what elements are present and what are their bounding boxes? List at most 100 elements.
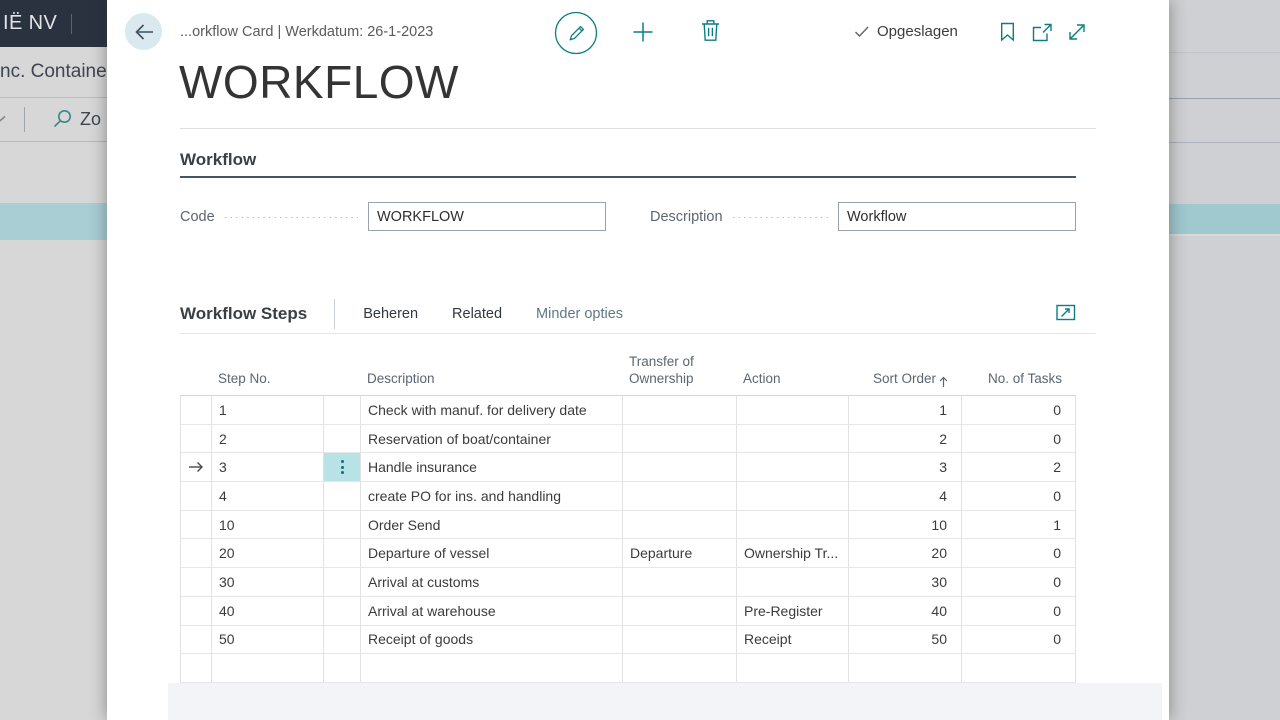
cell-sort-order[interactable]: 1 (849, 396, 962, 425)
row-menu-cell[interactable] (324, 596, 361, 626)
cell-description[interactable]: Arrival at customs (361, 568, 623, 597)
cell-sort-order[interactable]: 2 (849, 424, 962, 454)
row-selector-cell[interactable] (180, 625, 212, 655)
cell-description[interactable]: Receipt of goods (361, 625, 623, 655)
row-menu-cell[interactable] (324, 396, 361, 425)
cell-step-no[interactable]: 4 (212, 482, 324, 511)
edit-button[interactable] (554, 11, 598, 55)
cell-action[interactable]: Pre-Register (737, 596, 849, 626)
row-menu-cell[interactable] (324, 539, 361, 569)
empty-cell[interactable] (324, 654, 361, 683)
cell-step-no[interactable]: 30 (212, 568, 324, 597)
cell-action[interactable] (737, 453, 849, 483)
row-selector-cell[interactable] (180, 568, 212, 597)
cell-transfer[interactable] (623, 510, 737, 540)
row-menu-cell[interactable] (324, 424, 361, 454)
column-header-description[interactable]: Description (361, 350, 623, 396)
cell-sort-order[interactable]: 10 (849, 510, 962, 540)
cell-tasks[interactable]: 0 (962, 396, 1076, 425)
cell-description[interactable]: Handle insurance (361, 453, 623, 483)
cell-action[interactable] (737, 396, 849, 425)
cell-description[interactable]: create PO for ins. and handling (361, 482, 623, 511)
cell-sort-order[interactable]: 20 (849, 539, 962, 569)
row-selector-cell[interactable] (180, 482, 212, 511)
cell-description[interactable]: Order Send (361, 510, 623, 540)
row-menu-cell[interactable] (324, 568, 361, 597)
cell-tasks[interactable]: 0 (962, 596, 1076, 626)
cell-description[interactable]: Reservation of boat/container (361, 424, 623, 454)
cell-action[interactable]: Receipt (737, 625, 849, 655)
background-highlight-band (1169, 204, 1280, 234)
cell-transfer[interactable] (623, 625, 737, 655)
cell-step-no[interactable]: 40 (212, 596, 324, 626)
cell-step-no[interactable]: 10 (212, 510, 324, 540)
cell-action[interactable] (737, 510, 849, 540)
cell-tasks[interactable]: 2 (962, 453, 1076, 483)
empty-cell[interactable] (212, 654, 324, 683)
cell-description[interactable]: Arrival at warehouse (361, 596, 623, 626)
cell-tasks[interactable]: 1 (962, 510, 1076, 540)
cell-tasks[interactable]: 0 (962, 625, 1076, 655)
expand-button[interactable] (1067, 22, 1087, 45)
cell-tasks[interactable]: 0 (962, 568, 1076, 597)
row-selector-cell[interactable] (180, 654, 212, 683)
empty-cell[interactable] (849, 654, 962, 683)
cell-sort-order[interactable]: 40 (849, 596, 962, 626)
cell-transfer[interactable] (623, 482, 737, 511)
row-selector-cell[interactable] (180, 596, 212, 626)
description-input[interactable] (838, 202, 1076, 231)
focus-mode-button[interactable] (1056, 304, 1076, 324)
column-header-step-no[interactable]: Step No. (212, 350, 324, 396)
open-in-new-window-button[interactable] (1032, 23, 1053, 45)
bookmark-button[interactable] (1000, 22, 1015, 45)
cell-transfer[interactable] (623, 596, 737, 626)
row-menu-button[interactable] (324, 453, 361, 483)
cell-sort-order[interactable]: 50 (849, 625, 962, 655)
row-menu-cell[interactable] (324, 625, 361, 655)
cell-tasks[interactable]: 0 (962, 539, 1076, 569)
row-selector-cell[interactable] (180, 424, 212, 454)
cell-step-no[interactable]: 20 (212, 539, 324, 569)
column-header-sort-order[interactable]: Sort Order (849, 350, 962, 396)
empty-cell[interactable] (361, 654, 623, 683)
cell-description[interactable]: Departure of vessel (361, 539, 623, 569)
menu-beheren[interactable]: Beheren (363, 306, 419, 322)
new-button[interactable] (631, 20, 655, 47)
column-header-tasks[interactable]: No. of Tasks (962, 350, 1076, 396)
cell-action[interactable]: Ownership Tr... (737, 539, 849, 569)
row-selector-cell[interactable] (180, 510, 212, 540)
cell-tasks[interactable]: 0 (962, 424, 1076, 454)
cell-action[interactable] (737, 424, 849, 454)
empty-cell[interactable] (737, 654, 849, 683)
menu-minder-opties[interactable]: Minder opties (536, 306, 624, 322)
empty-cell[interactable] (962, 654, 1076, 683)
row-selector-cell[interactable] (180, 539, 212, 569)
back-button[interactable] (125, 13, 162, 50)
row-menu-cell[interactable] (324, 510, 361, 540)
cell-action[interactable] (737, 482, 849, 511)
column-header-action[interactable]: Action (737, 350, 849, 396)
cell-transfer[interactable] (623, 396, 737, 425)
cell-step-no[interactable]: 1 (212, 396, 324, 425)
cell-description[interactable]: Check with manuf. for delivery date (361, 396, 623, 425)
cell-tasks[interactable]: 0 (962, 482, 1076, 511)
selected-row-indicator[interactable] (180, 453, 212, 483)
menu-related[interactable]: Related (452, 306, 503, 322)
cell-step-no[interactable]: 50 (212, 625, 324, 655)
cell-transfer[interactable] (623, 568, 737, 597)
row-menu-cell[interactable] (324, 482, 361, 511)
cell-sort-order[interactable]: 4 (849, 482, 962, 511)
row-selector-cell[interactable] (180, 396, 212, 425)
cell-transfer[interactable] (623, 424, 737, 454)
cell-transfer[interactable] (623, 453, 737, 483)
empty-cell[interactable] (623, 654, 737, 683)
cell-sort-order[interactable]: 3 (849, 453, 962, 483)
cell-step-no[interactable]: 2 (212, 424, 324, 454)
code-input[interactable] (368, 202, 606, 231)
column-header-transfer[interactable]: Transfer of Ownership (623, 350, 737, 396)
cell-sort-order[interactable]: 30 (849, 568, 962, 597)
delete-button[interactable] (701, 19, 720, 45)
cell-transfer[interactable]: Departure (623, 539, 737, 569)
cell-step-no[interactable]: 3 (212, 453, 324, 483)
cell-action[interactable] (737, 568, 849, 597)
